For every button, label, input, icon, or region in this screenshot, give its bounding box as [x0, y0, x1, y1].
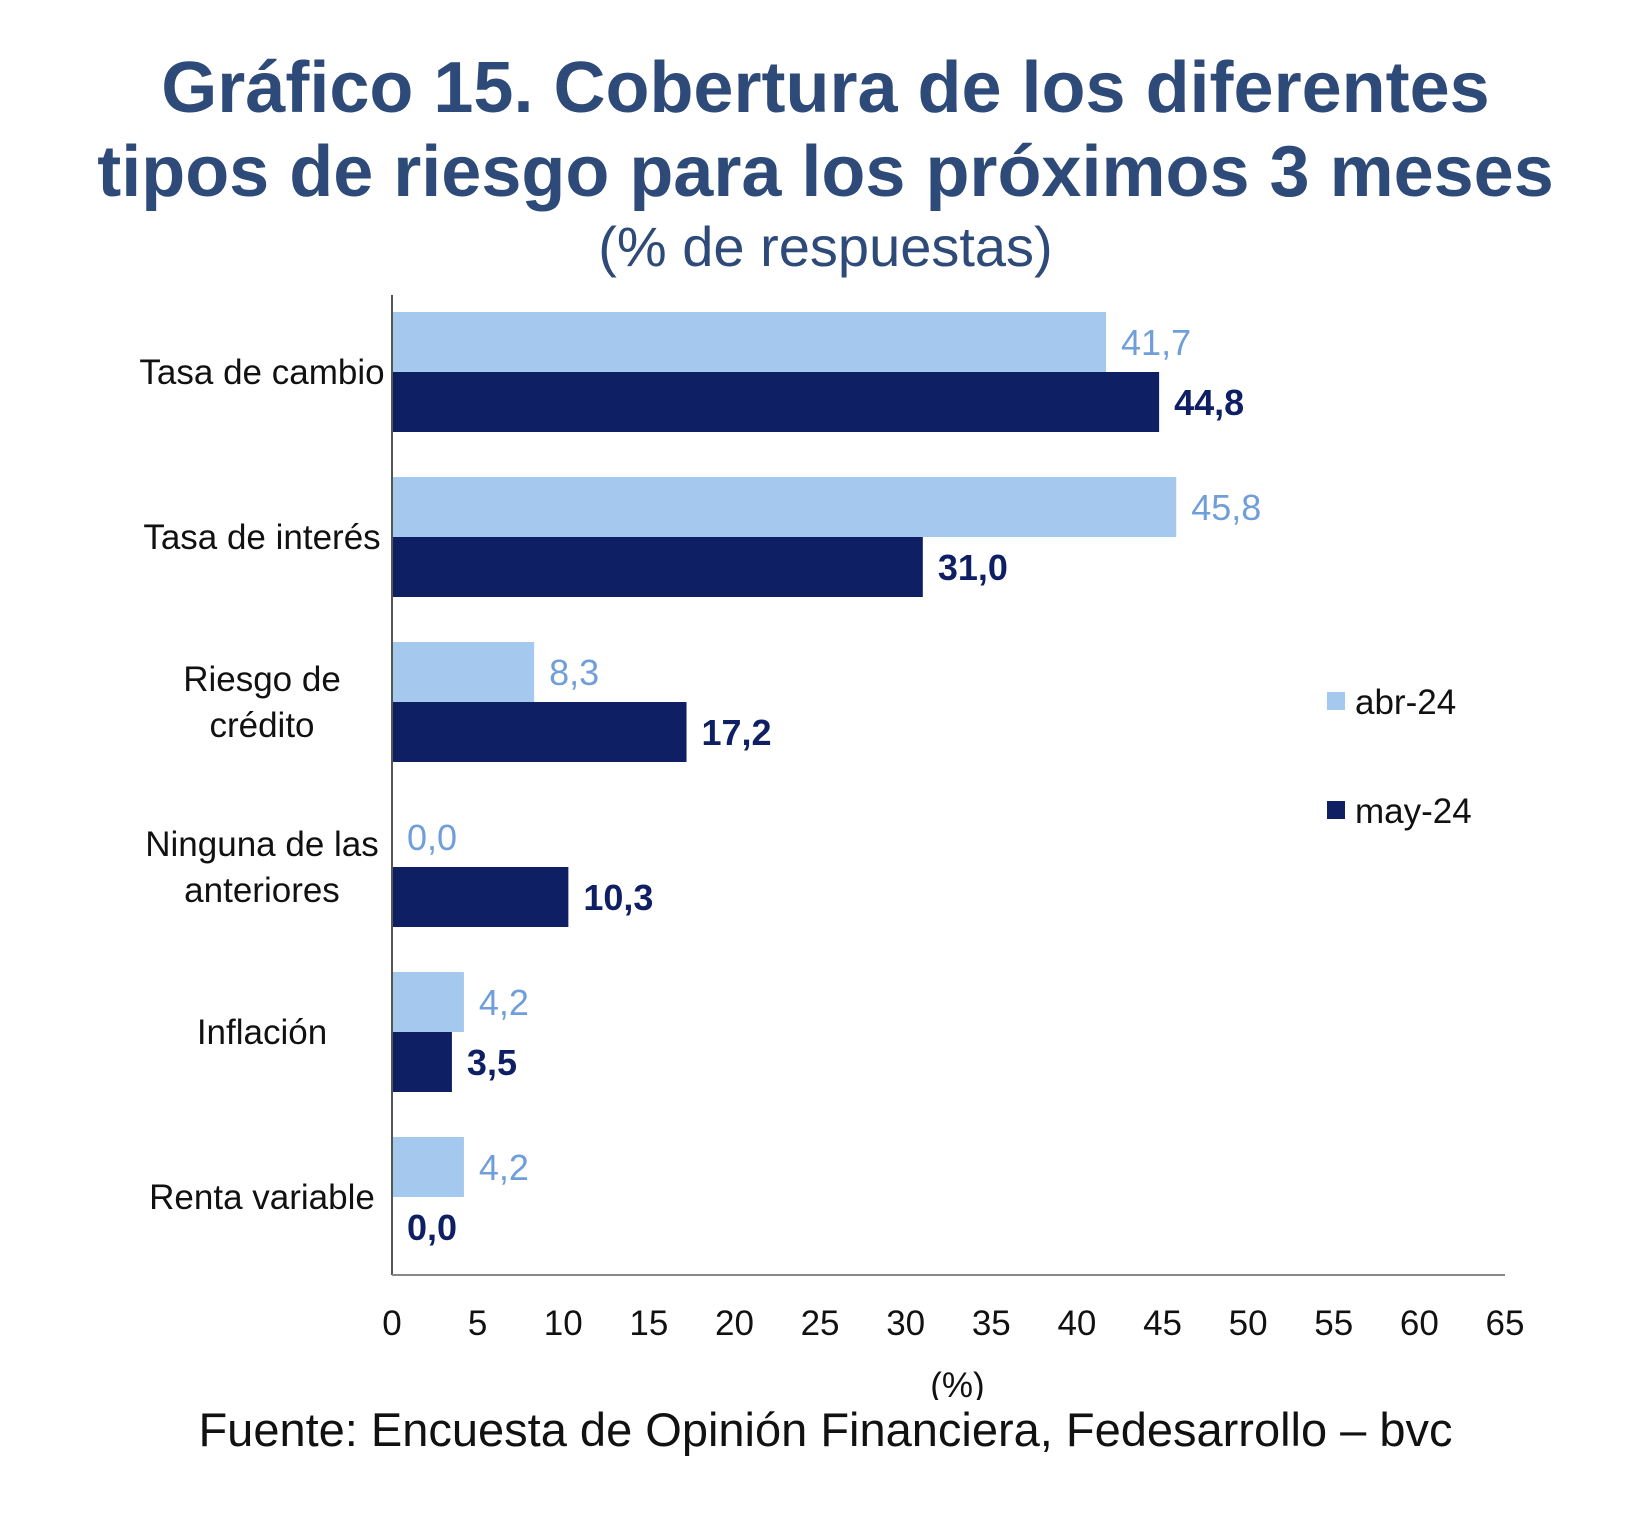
data-label-may-24: 0,0	[407, 1207, 457, 1248]
category-label: Renta variable	[149, 1178, 375, 1217]
data-label-abr-24: 45,8	[1191, 487, 1261, 528]
legend-swatch-may-24	[1327, 801, 1345, 819]
bar-abr-24	[392, 312, 1107, 372]
x-tick-label: 25	[801, 1304, 840, 1343]
bar-may-24	[392, 702, 687, 762]
bar-abr-24	[392, 1137, 464, 1197]
x-tick-label: 50	[1229, 1304, 1268, 1343]
category-label: anteriores	[184, 871, 340, 910]
data-label-may-24: 31,0	[938, 547, 1008, 588]
data-label-abr-24: 41,7	[1121, 322, 1191, 363]
data-label-abr-24: 0,0	[407, 817, 457, 858]
bar-chart: 41,7 44,8 Tasa de cambio 45,8 31,0 Tasa de in…	[139, 295, 1525, 1400]
data-label-abr-24: 8,3	[549, 652, 599, 693]
data-label-may-24: 17,2	[702, 712, 772, 753]
x-tick-label: 40	[1057, 1304, 1096, 1343]
x-tick-label: 15	[629, 1304, 668, 1343]
chart-subtitle: (% de respuestas)	[598, 215, 1053, 278]
bar-may-24	[392, 537, 923, 597]
bar-may-24	[392, 867, 569, 927]
data-label-may-24: 10,3	[583, 877, 653, 918]
category-label: crédito	[209, 706, 314, 745]
bar-abr-24	[392, 642, 535, 702]
bar-may-24	[392, 1032, 452, 1092]
x-tick-label: 45	[1143, 1304, 1182, 1343]
x-tick-label: 60	[1400, 1304, 1439, 1343]
x-tick-label: 20	[715, 1304, 754, 1343]
chart-title-line-1: Gráfico 15. Cobertura de los diferentes	[161, 48, 1490, 128]
data-label-may-24: 3,5	[467, 1042, 517, 1083]
x-axis-title: (%)	[930, 1366, 984, 1400]
x-tick-label: 30	[886, 1304, 925, 1343]
bar-abr-24	[392, 972, 464, 1032]
x-tick-label: 10	[544, 1304, 583, 1343]
bar-abr-24	[392, 477, 1177, 537]
x-tick-label: 0	[382, 1304, 401, 1343]
category-label: Inflación	[197, 1013, 327, 1052]
data-label-abr-24: 4,2	[479, 1147, 529, 1188]
chart-title-line-2: tipos de riesgo para los próximos 3 mese…	[97, 132, 1554, 212]
legend-swatch-abr-24	[1327, 692, 1345, 710]
bar-may-24	[392, 372, 1160, 432]
legend-label-abr-24: abr-24	[1355, 683, 1456, 722]
x-tick-label: 55	[1314, 1304, 1353, 1343]
category-label: Tasa de interés	[143, 518, 380, 557]
data-label-abr-24: 4,2	[479, 982, 529, 1023]
x-tick-label: 35	[972, 1304, 1011, 1343]
category-label: Ninguna de las	[145, 825, 379, 864]
data-label-may-24: 44,8	[1174, 382, 1244, 423]
x-tick-label: 5	[468, 1304, 487, 1343]
category-label: Riesgo de	[183, 660, 341, 699]
category-label: Tasa de cambio	[139, 353, 384, 392]
x-tick-label: 65	[1486, 1304, 1525, 1343]
source-note: Fuente: Encuesta de Opinión Financiera, …	[198, 1403, 1453, 1456]
legend-label-may-24: may-24	[1355, 792, 1472, 831]
